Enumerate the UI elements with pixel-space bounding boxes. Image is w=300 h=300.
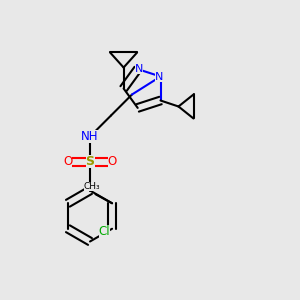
Text: O: O — [108, 155, 117, 169]
Text: N: N — [135, 64, 143, 74]
Text: Cl: Cl — [99, 225, 110, 238]
Text: CH₃: CH₃ — [84, 182, 100, 191]
Text: S: S — [85, 155, 94, 169]
Text: O: O — [63, 155, 72, 169]
Text: NH: NH — [81, 130, 99, 143]
Text: N: N — [155, 71, 163, 82]
